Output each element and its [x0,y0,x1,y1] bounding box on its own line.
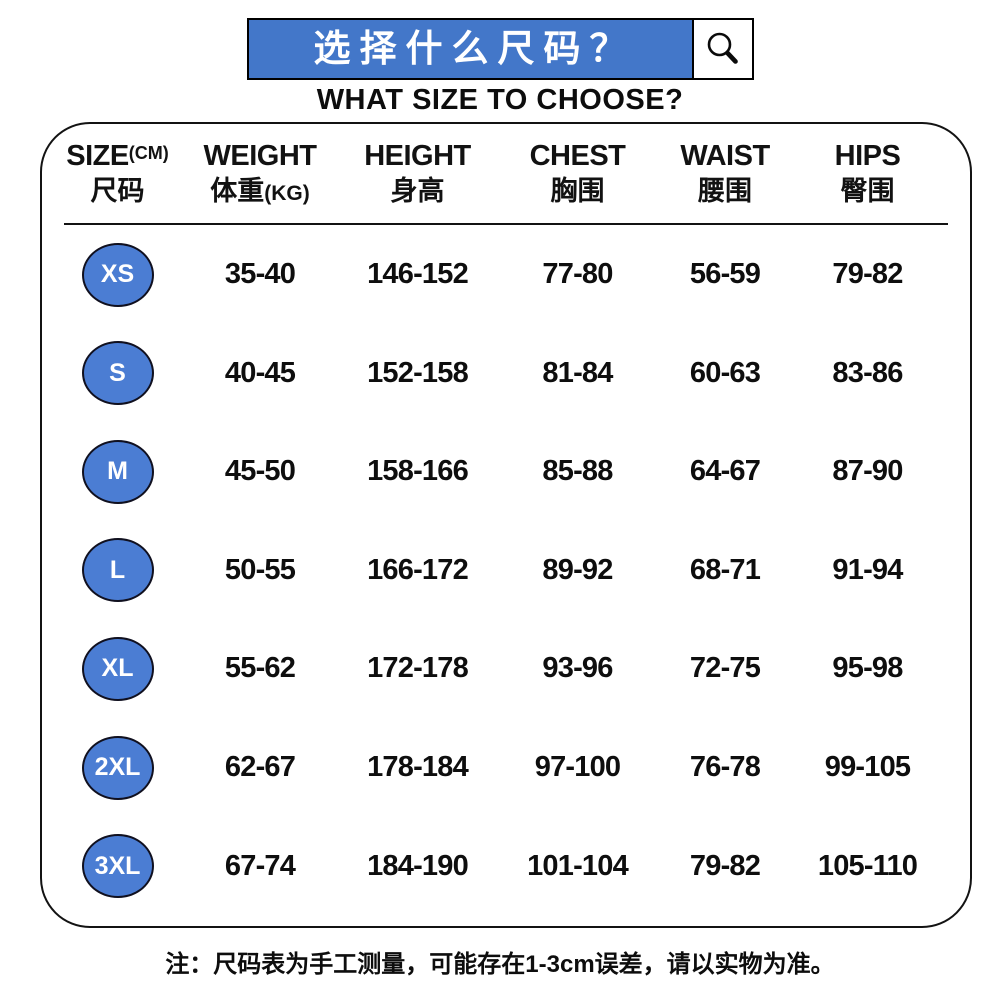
table-row: XL 55-62 172-178 93-96 72-75 95-98 [42,620,970,719]
table-row: XS 35-40 146-152 77-80 56-59 79-82 [42,225,970,324]
size-badge: XS [81,242,154,307]
height-value: 166-172 [367,553,469,586]
measurement-note: 注：尺码表为手工测量，可能存在1-3cm误差，请以实物为准。 [165,951,835,978]
height-value: 152-158 [367,356,469,389]
waist-value: 60-63 [689,356,761,389]
size-chart-header-row: SIZE(CM) 尺码 WEIGHT 体重(KG) HEIGHT 身高 CHES… [42,140,970,207]
height-value: 178-184 [367,751,469,784]
column-header-size: SIZE(CM) 尺码 [66,140,169,207]
size-badge: L [81,538,154,603]
table-row: S 40-45 152-158 81-84 60-63 83-86 [42,324,970,423]
hips-value: 91-94 [832,553,903,586]
page-subtitle: WHAT SIZE TO CHOOSE? [316,84,684,116]
magnifier-button [693,18,754,80]
height-value: 172-178 [367,652,469,685]
size-badge: M [81,439,154,504]
weight-value: 62-67 [224,751,296,784]
hips-value: 105-110 [817,849,918,882]
chest-value: 89-92 [542,553,613,586]
chest-value: 81-84 [542,356,613,389]
column-header-waist: WAIST 腰围 [680,140,770,207]
waist-value: 56-59 [689,258,761,291]
size-chart-card: SIZE(CM) 尺码 WEIGHT 体重(KG) HEIGHT 身高 CHES… [40,122,972,928]
table-row: L 50-55 166-172 89-92 68-71 91-94 [42,521,970,620]
size-badge: 2XL [81,735,154,800]
size-badge: S [81,341,154,406]
banner-title: 选择什么尺码？ [313,27,636,69]
hips-value: 95-98 [832,652,903,685]
waist-value: 64-67 [689,455,761,488]
weight-value: 55-62 [224,652,296,685]
waist-value: 72-75 [689,652,761,685]
column-header-height: HEIGHT 身高 [364,140,471,207]
hips-value: 83-86 [832,356,903,389]
height-value: 158-166 [367,455,469,488]
table-row: 2XL 62-67 178-184 97-100 76-78 99-105 [42,718,970,817]
header-banner: 选择什么尺码？ [0,18,1000,80]
column-header-weight: WEIGHT 体重(KG) [203,140,318,207]
table-row: M 45-50 158-166 85-88 64-67 87-90 [42,423,970,522]
table-row: 3XL 67-74 184-190 101-104 79-82 105-110 [42,817,970,916]
waist-value: 79-82 [689,849,761,882]
hips-value: 87-90 [832,455,903,488]
chest-value: 101-104 [527,849,629,882]
waist-value: 76-78 [689,751,761,784]
waist-value: 68-71 [689,553,761,586]
size-unit-note: (CM) [128,143,169,163]
weight-value: 50-55 [224,553,296,586]
hips-value: 79-82 [832,258,903,291]
header-divider [64,223,948,226]
height-value: 146-152 [367,258,469,291]
chest-value: 93-96 [542,652,613,685]
weight-value: 40-45 [224,356,296,389]
hips-value: 99-105 [824,751,911,784]
weight-value: 35-40 [224,258,296,291]
weight-value: 45-50 [224,455,296,488]
chest-value: 97-100 [534,751,621,784]
weight-value: 67-74 [224,849,296,882]
column-header-hips: HIPS 臀围 [834,140,901,207]
magnifier-icon [702,28,744,70]
column-header-chest: CHEST 胸围 [529,140,626,207]
size-badge: 3XL [81,834,154,899]
table-body: XS 35-40 146-152 77-80 56-59 79-82 S 40-… [42,225,970,915]
chest-value: 85-88 [542,455,613,488]
weight-unit-note: (KG) [264,182,310,206]
size-badge: XL [81,636,154,701]
height-value: 184-190 [367,849,469,882]
chest-value: 77-80 [542,258,613,291]
banner-title-box: 选择什么尺码？ [246,18,694,80]
